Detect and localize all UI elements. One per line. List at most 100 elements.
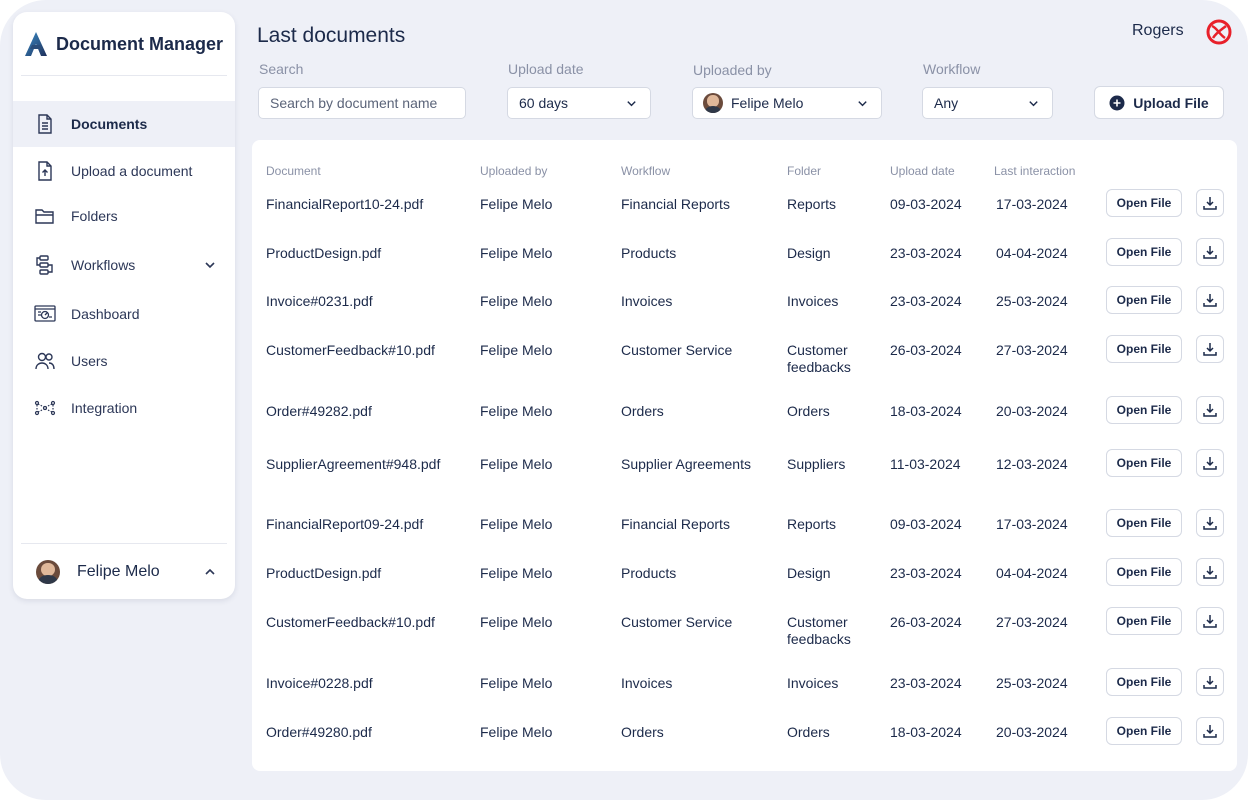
open-file-button[interactable]: Open File bbox=[1106, 717, 1182, 745]
cell-document[interactable]: Invoice#0231.pdf bbox=[266, 293, 373, 309]
open-file-button[interactable]: Open File bbox=[1106, 509, 1182, 537]
cell-document[interactable]: ProductDesign.pdf bbox=[266, 565, 382, 581]
open-file-button[interactable]: Open File bbox=[1106, 396, 1182, 424]
sidebar-item-upload-a-document[interactable]: Upload a document bbox=[13, 148, 235, 194]
upload-date-select[interactable]: 60 days bbox=[507, 87, 651, 119]
download-icon bbox=[1203, 517, 1217, 530]
user-menu[interactable]: Felipe Melo bbox=[13, 554, 235, 590]
cell-last-interaction: 25-03-2024 bbox=[996, 675, 1068, 691]
cell-document[interactable]: ProductDesign.pdf bbox=[266, 245, 382, 261]
download-button[interactable] bbox=[1196, 717, 1224, 745]
sidebar-item-documents[interactable]: Documents bbox=[13, 101, 235, 147]
download-button[interactable] bbox=[1196, 396, 1224, 424]
cell-document[interactable]: Order#49282.pdf bbox=[266, 403, 372, 419]
cell-upload-date: 23-03-2024 bbox=[890, 245, 962, 261]
brand[interactable]: Document Manager bbox=[23, 28, 223, 60]
chevron-down-icon bbox=[1029, 101, 1038, 107]
upload-file-button[interactable]: Upload File bbox=[1094, 86, 1224, 119]
cell-document[interactable]: SupplierAgreement#948.pdf bbox=[266, 456, 441, 472]
cell-uploaded-by: Felipe Melo bbox=[480, 196, 553, 212]
sidebar-item-users[interactable]: Users bbox=[13, 338, 235, 384]
cell-document[interactable]: Invoice#0228.pdf bbox=[266, 675, 373, 691]
download-button[interactable] bbox=[1196, 607, 1224, 635]
cell-uploaded-by: Felipe Melo bbox=[480, 403, 553, 419]
cell-upload-date: 26-03-2024 bbox=[890, 342, 962, 358]
download-button[interactable] bbox=[1196, 668, 1224, 696]
cell-upload-date: 23-03-2024 bbox=[890, 565, 962, 581]
download-button[interactable] bbox=[1196, 286, 1224, 314]
cell-workflow: Invoices bbox=[621, 293, 673, 309]
account-name[interactable]: Rogers bbox=[1132, 22, 1184, 39]
sidebar-item-integration[interactable]: Integration bbox=[13, 385, 235, 431]
download-button[interactable] bbox=[1196, 558, 1224, 586]
workflow-icon bbox=[34, 254, 56, 276]
open-file-button[interactable]: Open File bbox=[1106, 286, 1182, 314]
download-icon bbox=[1203, 566, 1217, 579]
sidebar-item-dashboard[interactable]: Dashboard bbox=[13, 291, 235, 337]
cell-document[interactable]: FinancialReport09-24.pdf bbox=[266, 516, 424, 532]
cell-folder: Design bbox=[787, 245, 831, 261]
cell-document[interactable]: CustomerFeedback#10.pdf bbox=[266, 614, 435, 630]
workflow-label: Workflow bbox=[923, 61, 981, 77]
uploaded-by-label: Uploaded by bbox=[693, 62, 772, 78]
sidebar-item-workflows[interactable]: Workflows bbox=[13, 242, 235, 288]
open-file-button[interactable]: Open File bbox=[1106, 607, 1182, 635]
folder-icon bbox=[34, 205, 56, 227]
cell-uploaded-by: Felipe Melo bbox=[480, 565, 553, 581]
chevron-up-icon[interactable] bbox=[203, 565, 217, 579]
cell-document[interactable]: FinancialReport10-24.pdf bbox=[266, 196, 424, 212]
cell-upload-date: 09-03-2024 bbox=[890, 196, 962, 212]
open-file-button[interactable]: Open File bbox=[1106, 189, 1182, 217]
sidebar-item-folders[interactable]: Folders bbox=[13, 193, 235, 239]
cell-workflow: Supplier Agreements bbox=[621, 456, 751, 472]
cell-folder: Suppliers bbox=[787, 456, 846, 472]
cell-last-interaction: 04-04-2024 bbox=[996, 565, 1068, 581]
cell-folder: Customer feedbacks bbox=[787, 614, 851, 647]
documents-table: Document Uploaded by Workflow Folder Upl… bbox=[252, 140, 1237, 771]
plus-circle-icon bbox=[1109, 95, 1125, 110]
avatar bbox=[36, 560, 60, 584]
uploaded-by-select[interactable]: Felipe Melo bbox=[692, 87, 882, 119]
cell-folder: Reports bbox=[787, 516, 837, 532]
chevron-down-icon[interactable] bbox=[203, 258, 217, 272]
workflow-value: Any bbox=[934, 95, 959, 111]
column-header-last-interaction: Last interaction bbox=[994, 164, 1076, 178]
cell-folder: Orders bbox=[787, 724, 830, 740]
cell-folder: Invoices bbox=[787, 675, 839, 691]
sidebar-item-label: Documents bbox=[71, 116, 148, 132]
open-file-button[interactable]: Open File bbox=[1106, 558, 1182, 586]
cell-document[interactable]: CustomerFeedback#10.pdf bbox=[266, 342, 435, 358]
cell-workflow: Invoices bbox=[621, 675, 673, 691]
cell-folder: Design bbox=[787, 565, 831, 581]
cell-workflow: Customer Service bbox=[621, 614, 733, 630]
open-file-button[interactable]: Open File bbox=[1106, 668, 1182, 696]
download-icon bbox=[1203, 246, 1217, 259]
download-button[interactable] bbox=[1196, 189, 1224, 217]
open-file-button[interactable]: Open File bbox=[1106, 238, 1182, 266]
cell-document[interactable]: Order#49280.pdf bbox=[266, 724, 372, 740]
cell-uploaded-by: Felipe Melo bbox=[480, 516, 553, 532]
cell-workflow: Orders bbox=[621, 724, 664, 740]
cell-last-interaction: 12-03-2024 bbox=[996, 456, 1068, 472]
company-logo-icon[interactable] bbox=[1205, 18, 1233, 46]
open-file-button[interactable]: Open File bbox=[1106, 449, 1182, 477]
download-button[interactable] bbox=[1196, 335, 1224, 363]
search-input[interactable] bbox=[259, 88, 465, 118]
workflow-select[interactable]: Any bbox=[922, 87, 1053, 119]
cell-last-interaction: 20-03-2024 bbox=[996, 724, 1068, 740]
cell-uploaded-by: Felipe Melo bbox=[480, 342, 553, 358]
cell-uploaded-by: Felipe Melo bbox=[480, 724, 553, 740]
download-button[interactable] bbox=[1196, 238, 1224, 266]
download-icon bbox=[1203, 615, 1217, 628]
cell-upload-date: 18-03-2024 bbox=[890, 724, 962, 740]
download-icon bbox=[1203, 343, 1217, 356]
cell-last-interaction: 04-04-2024 bbox=[996, 245, 1068, 261]
open-file-button[interactable]: Open File bbox=[1106, 335, 1182, 363]
sidebar-item-label: Folders bbox=[71, 208, 118, 224]
cell-last-interaction: 20-03-2024 bbox=[996, 403, 1068, 419]
column-header-document: Document bbox=[266, 164, 321, 178]
column-header-upload-date: Upload date bbox=[890, 164, 955, 178]
download-button[interactable] bbox=[1196, 449, 1224, 477]
download-button[interactable] bbox=[1196, 509, 1224, 537]
